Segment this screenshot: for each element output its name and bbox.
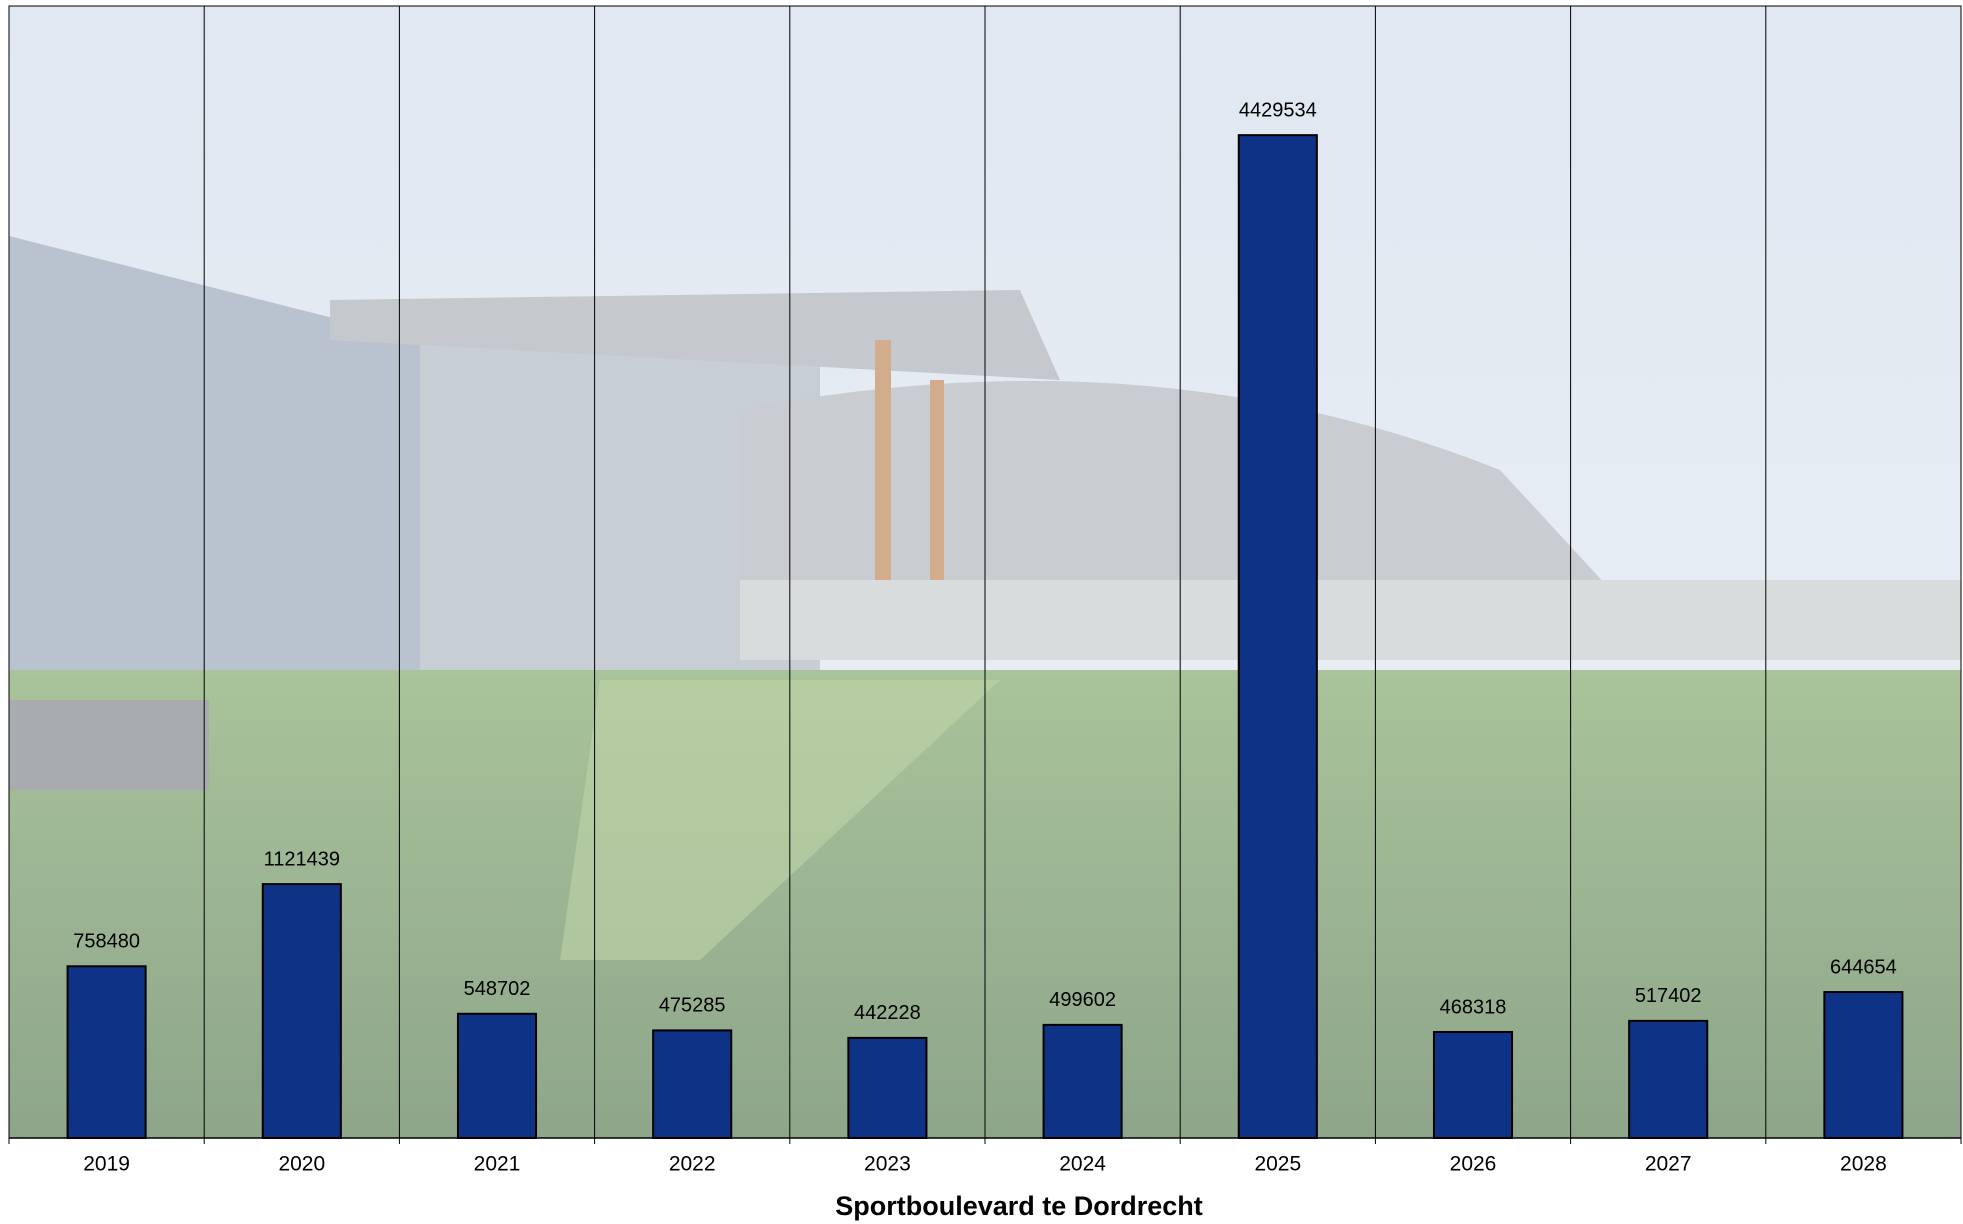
value-label: 1121439: [264, 848, 340, 870]
value-label: 644654: [1830, 956, 1897, 978]
x-tick-label: 2020: [278, 1153, 325, 1176]
value-label: 499602: [1049, 989, 1116, 1011]
x-tick-label: 2023: [864, 1153, 911, 1176]
x-tick-label: 2028: [1840, 1153, 1887, 1176]
bar: [261, 883, 342, 1139]
value-label: 758480: [73, 931, 140, 953]
bar: [1042, 1023, 1123, 1140]
x-tick-label: 2026: [1450, 1153, 1497, 1176]
x-tick-label: 2027: [1645, 1153, 1692, 1176]
bar: [1628, 1019, 1709, 1139]
chart-title: Sportboulevard te Dordrecht: [835, 1191, 1203, 1221]
x-tick-label: 2024: [1059, 1153, 1106, 1176]
value-label: 442228: [854, 1002, 921, 1024]
bar: [847, 1036, 928, 1140]
bar: [652, 1029, 733, 1140]
x-tick-label: 2021: [474, 1153, 521, 1176]
x-tick-label: 2025: [1254, 1153, 1301, 1176]
bar: [1823, 991, 1904, 1140]
bar: [1237, 134, 1318, 1139]
value-label: 548702: [464, 978, 531, 1000]
value-label: 475285: [659, 995, 726, 1017]
x-tick-label: 2022: [669, 1153, 716, 1176]
bar: [1432, 1030, 1514, 1139]
value-label: 517402: [1635, 985, 1702, 1007]
x-tick-label: 2019: [83, 1153, 130, 1176]
bar: [66, 965, 147, 1140]
value-label: 4429534: [1239, 99, 1317, 121]
value-label: 468318: [1440, 996, 1507, 1018]
bar: [456, 1012, 538, 1139]
